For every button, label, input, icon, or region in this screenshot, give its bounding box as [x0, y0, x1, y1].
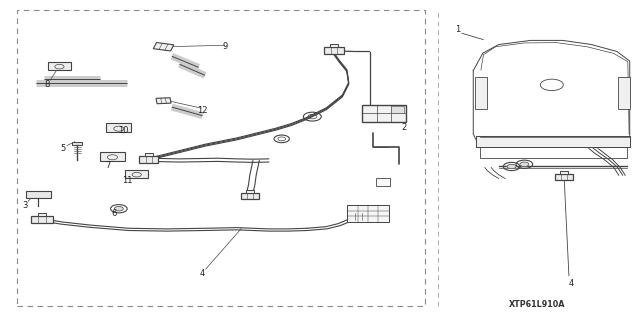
- Bar: [241, 193, 259, 199]
- Bar: [100, 152, 125, 161]
- Bar: [31, 216, 53, 223]
- Bar: [555, 174, 573, 180]
- Bar: [330, 44, 338, 48]
- Bar: [560, 171, 568, 174]
- Bar: [348, 213, 369, 220]
- Bar: [376, 178, 390, 186]
- Circle shape: [520, 162, 529, 167]
- Bar: [153, 42, 174, 51]
- Text: 4: 4: [199, 269, 205, 278]
- Text: XTP61L910A: XTP61L910A: [509, 300, 565, 309]
- Text: 5: 5: [61, 144, 66, 153]
- Text: 6: 6: [111, 209, 117, 218]
- Bar: [474, 77, 487, 109]
- Text: 1: 1: [454, 25, 460, 34]
- Bar: [106, 123, 131, 132]
- Bar: [355, 210, 362, 213]
- Bar: [347, 205, 388, 222]
- Text: 10: 10: [118, 126, 129, 135]
- Bar: [26, 191, 51, 197]
- Text: 11: 11: [122, 176, 132, 185]
- Text: 4: 4: [568, 279, 573, 288]
- Text: 3: 3: [22, 201, 28, 210]
- Circle shape: [115, 206, 124, 211]
- Bar: [140, 156, 159, 163]
- Bar: [362, 105, 406, 122]
- Bar: [156, 98, 171, 104]
- Text: 8: 8: [44, 80, 49, 89]
- Bar: [246, 190, 253, 193]
- Bar: [17, 10, 426, 306]
- Bar: [72, 142, 83, 145]
- Bar: [125, 170, 148, 178]
- Bar: [145, 153, 153, 156]
- Bar: [38, 213, 46, 216]
- Text: 12: 12: [196, 106, 207, 115]
- Bar: [618, 77, 630, 109]
- Bar: [48, 62, 71, 70]
- Text: 7: 7: [106, 161, 111, 170]
- Polygon shape: [476, 136, 630, 147]
- Bar: [324, 48, 344, 54]
- Bar: [391, 106, 404, 114]
- Text: 2: 2: [402, 123, 407, 132]
- Text: 9: 9: [223, 42, 228, 51]
- Circle shape: [507, 164, 516, 169]
